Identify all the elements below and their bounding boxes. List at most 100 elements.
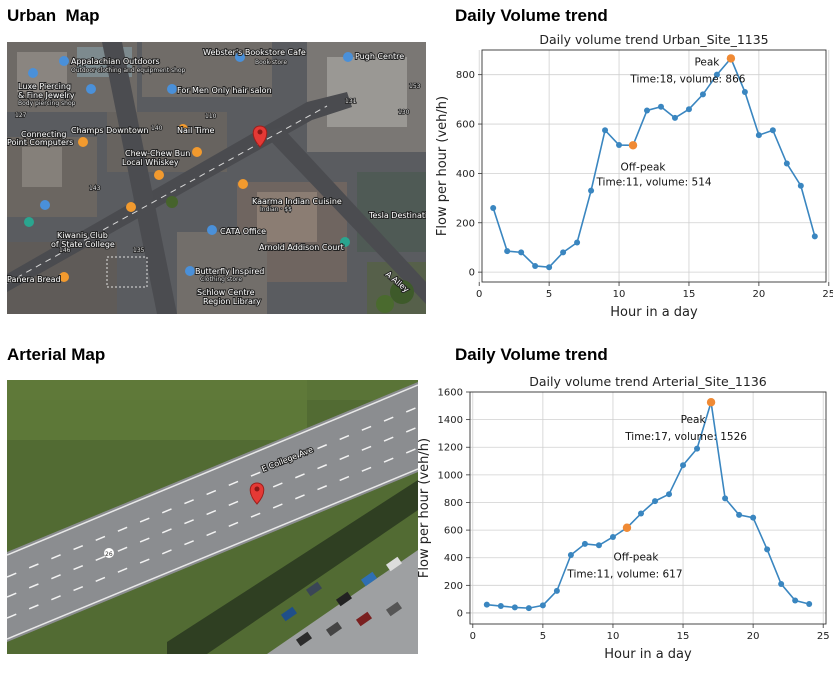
data-point	[652, 498, 659, 505]
data-point	[806, 600, 813, 607]
map-label: Schlow Centre	[197, 288, 255, 297]
data-point	[504, 248, 511, 255]
data-point	[736, 511, 743, 518]
y-tick-label: 1400	[438, 415, 463, 426]
map-label: Champs Downtown	[71, 126, 148, 135]
map-label: Book store	[255, 59, 287, 66]
x-tick-label: 0	[470, 631, 476, 642]
map-label: Tesla Destinati	[368, 211, 426, 220]
arterial-map-heading: Arterial Map	[7, 345, 106, 364]
map-label: 131	[345, 98, 357, 105]
y-axis-label: Flow per hour (veh/h)	[435, 96, 450, 236]
data-point	[497, 603, 504, 610]
data-point	[490, 204, 497, 211]
chart-title: Daily volume trend Arterial_Site_1136	[529, 374, 767, 389]
peak-point	[706, 398, 716, 407]
data-point	[581, 540, 588, 547]
route-shield-icon	[104, 548, 114, 558]
data-point	[792, 597, 799, 604]
arterial-map-image: E College Ave 26	[7, 380, 418, 654]
peak-label: Peak	[694, 56, 720, 68]
data-point	[567, 551, 574, 558]
data-point	[560, 249, 567, 256]
urban-map[interactable]: Webster's Bookstore Cafe Book store Pugh…	[7, 42, 426, 314]
data-point	[637, 510, 644, 517]
x-tick-label: 25	[817, 631, 830, 642]
urban-map-heading: Urban Map	[7, 6, 100, 25]
offpeak-label: Off-peak	[614, 552, 660, 564]
arterial-trend-heading: Daily Volume trend	[455, 345, 608, 364]
map-label: Arnold Addison Court	[259, 243, 344, 252]
data-point	[783, 160, 790, 167]
data-point	[616, 142, 623, 149]
map-label: Appalachian Outdoors	[71, 57, 160, 66]
map-label: Webster's Bookstore Cafe	[203, 48, 306, 57]
urban-location-pin-icon[interactable]	[252, 125, 268, 148]
data-point	[609, 534, 616, 540]
data-point	[680, 462, 687, 469]
y-tick-label: 1200	[438, 443, 463, 454]
map-label: 127	[15, 112, 27, 119]
map-label: 135	[133, 247, 145, 254]
plot-frame	[469, 391, 827, 625]
map-label: 110	[205, 113, 217, 120]
peak-label: Peak	[681, 414, 707, 426]
x-tick-label: 20	[747, 631, 760, 642]
peak-detail: Time:18, volume: 866	[629, 73, 745, 85]
data-point	[657, 103, 664, 110]
x-tick-label: 5	[540, 631, 546, 642]
data-point	[769, 127, 776, 134]
data-point	[518, 249, 525, 256]
peak-point	[726, 54, 736, 63]
map-label: Chew-Chew Bun	[125, 149, 190, 158]
data-point	[797, 182, 804, 189]
offpeak-point	[628, 141, 638, 150]
peak-detail: Time:17, volume: 1526	[624, 431, 747, 443]
map-label: Clothing store	[200, 276, 242, 283]
arterial-map[interactable]: E College Ave 26	[7, 380, 418, 654]
map-label: Kaarma Indian Cuisine	[252, 197, 342, 206]
data-point	[525, 605, 532, 612]
map-label: Nail Time	[177, 126, 215, 135]
data-point	[511, 604, 518, 611]
data-point	[722, 495, 729, 502]
data-point	[685, 106, 692, 113]
data-point	[588, 187, 595, 194]
x-tick-label: 20	[753, 289, 766, 300]
data-point	[574, 239, 581, 246]
map-label: 143	[89, 185, 101, 192]
data-point	[546, 264, 553, 271]
data-point	[602, 127, 609, 134]
data-point	[532, 262, 539, 269]
y-tick-label: 400	[444, 553, 463, 564]
data-point	[750, 514, 757, 521]
y-tick-label: 400	[456, 169, 475, 180]
offpeak-detail: Time:11, volume: 514	[595, 176, 711, 188]
offpeak-detail: Time:11, volume: 617	[566, 569, 682, 581]
arterial-location-pin-icon[interactable]	[249, 482, 265, 505]
x-tick-label: 25	[822, 289, 833, 300]
y-tick-label: 600	[444, 526, 463, 537]
offpeak-label: Off-peak	[621, 161, 667, 173]
map-label: Body piercing shop	[18, 100, 76, 107]
map-label: Region Library	[203, 297, 261, 306]
x-tick-label: 5	[546, 289, 552, 300]
map-label: CATA Office	[220, 227, 266, 236]
map-label: 146	[59, 247, 71, 254]
data-point	[699, 91, 706, 98]
map-label: Local Whiskey	[122, 158, 179, 167]
x-tick-label: 15	[677, 631, 690, 642]
y-tick-label: 1000	[438, 470, 463, 481]
data-point	[539, 602, 546, 609]
urban-volume-chart: 0 5 10 15 20 25 0 200 400 600 800 Daily volume tren…	[435, 32, 833, 320]
data-point	[764, 546, 771, 553]
data-point	[671, 114, 678, 121]
map-label: Butterfly Inspired	[195, 267, 264, 276]
map-label: Point Computers	[7, 138, 73, 147]
data-point	[755, 132, 762, 139]
urban-trend-heading: Daily Volume trend	[455, 6, 608, 25]
offpeak-point	[622, 523, 632, 532]
map-label: of State College	[51, 240, 115, 249]
x-axis-label: Hour in a day	[610, 305, 698, 320]
map-label: For Men Only hair salon	[177, 86, 272, 95]
